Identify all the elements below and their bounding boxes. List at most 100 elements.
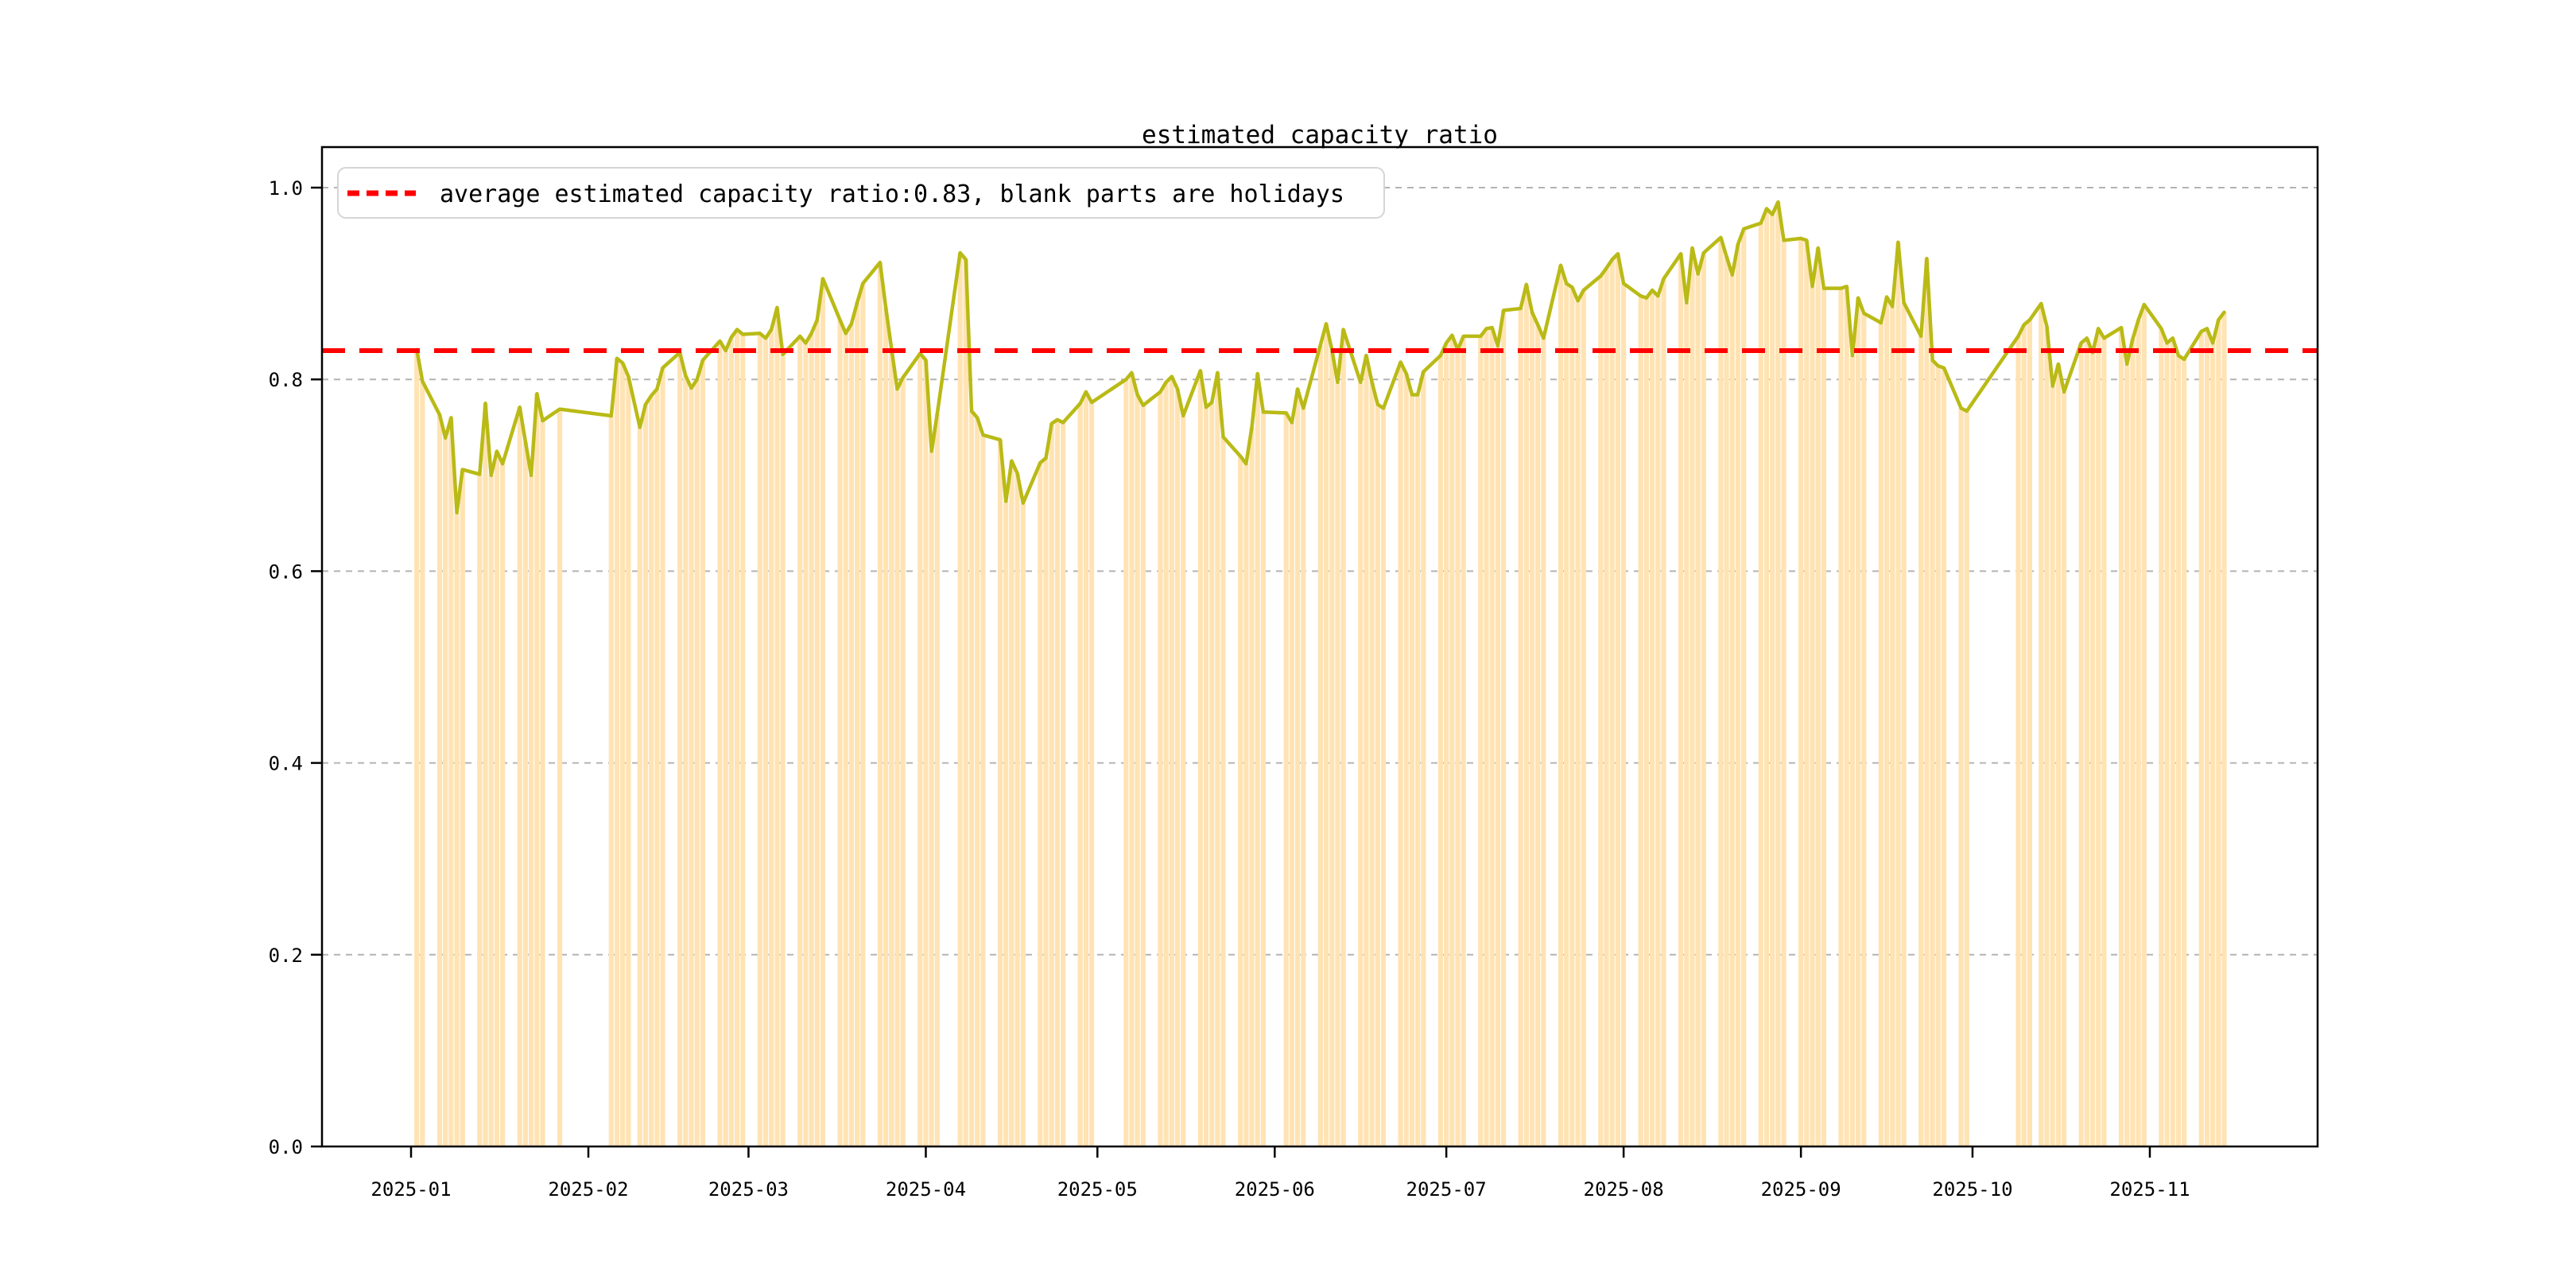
bar	[1484, 328, 1489, 1146]
bar	[975, 417, 980, 1146]
y-tick-label: 1.0	[269, 177, 303, 200]
bar	[1604, 268, 1609, 1146]
bar	[1815, 247, 1821, 1147]
bar	[1958, 408, 1964, 1146]
bar	[1260, 412, 1266, 1146]
bar	[660, 367, 665, 1147]
bar	[700, 360, 705, 1147]
bar	[1358, 382, 1364, 1146]
bar	[1294, 389, 1301, 1146]
bar	[1763, 208, 1770, 1146]
bar	[1930, 360, 1935, 1147]
bar	[2027, 320, 2032, 1147]
bar	[1478, 336, 1484, 1146]
bar	[717, 340, 723, 1147]
bar	[728, 337, 734, 1146]
bar	[889, 348, 894, 1146]
bar	[1895, 242, 1901, 1146]
bar	[1203, 407, 1209, 1146]
bar	[894, 389, 900, 1146]
bar	[414, 349, 420, 1146]
bar	[780, 354, 786, 1147]
bar	[2221, 312, 2227, 1146]
bar	[2170, 338, 2175, 1147]
bar	[1249, 427, 1255, 1146]
bar	[2130, 339, 2136, 1146]
bar	[1003, 501, 1009, 1146]
bar	[540, 421, 545, 1146]
bar	[2015, 336, 2021, 1146]
bar	[517, 407, 522, 1146]
bar	[1061, 422, 1066, 1146]
gridlines-layer	[322, 187, 2318, 956]
bar	[723, 351, 728, 1146]
bar	[814, 320, 820, 1147]
bar	[1020, 502, 1026, 1146]
bar	[1770, 214, 1775, 1146]
line-layer	[414, 200, 2226, 515]
axes-layer: 2025-01 2025-02 2025-03 2025-04 2025-05 2025-…	[269, 145, 2319, 1201]
bar	[2050, 386, 2055, 1146]
bar	[1781, 240, 1787, 1147]
bar	[2124, 363, 2130, 1146]
bar	[2055, 363, 2061, 1146]
bar	[934, 413, 940, 1146]
bar	[1398, 362, 1403, 1146]
bar	[757, 333, 762, 1146]
bar	[1197, 370, 1203, 1147]
bar	[1014, 473, 1020, 1146]
legend-label: average estimated capacity ratio:0.83, b…	[440, 180, 1344, 208]
bar	[1255, 373, 1260, 1147]
bar	[1289, 422, 1294, 1146]
bar	[1941, 367, 1947, 1147]
bar	[803, 343, 809, 1146]
bar	[1701, 253, 1706, 1146]
bar	[2078, 343, 2084, 1146]
bar	[2175, 355, 2182, 1146]
bar	[1335, 382, 1340, 1146]
bar	[460, 469, 465, 1146]
bar	[534, 394, 540, 1146]
bar	[734, 329, 740, 1146]
bar	[494, 451, 500, 1146]
bar	[1695, 274, 1701, 1146]
bar	[477, 474, 483, 1146]
bar	[1123, 379, 1129, 1146]
bar	[1724, 256, 1729, 1147]
bar	[1569, 287, 1575, 1146]
bar	[1455, 349, 1461, 1146]
bar	[1535, 324, 1541, 1147]
y-tick-label: 0.0	[269, 1136, 303, 1158]
bar	[1621, 283, 1627, 1147]
bar	[2164, 343, 2170, 1146]
bar	[2096, 328, 2101, 1146]
bar	[1735, 244, 1741, 1146]
bar	[620, 363, 626, 1146]
bar	[1317, 344, 1323, 1146]
bar	[877, 262, 883, 1146]
bar	[1340, 329, 1346, 1146]
bar	[1741, 228, 1747, 1146]
x-tick-label: 2025-05	[1057, 1178, 1138, 1201]
bar	[1243, 464, 1249, 1146]
x-tick-label: 2025-10	[1932, 1178, 2012, 1201]
bar	[1437, 355, 1444, 1146]
bar	[1655, 296, 1661, 1146]
bar	[522, 441, 528, 1146]
bar	[1775, 202, 1781, 1147]
bar	[1238, 456, 1243, 1146]
bar	[2216, 320, 2221, 1147]
bar	[1575, 301, 1581, 1146]
bar	[1209, 402, 1215, 1146]
bar	[1163, 382, 1169, 1146]
bar	[2136, 320, 2141, 1147]
y-tick-label: 0.4	[269, 753, 303, 775]
bar	[1615, 254, 1621, 1147]
y-tick-label: 0.8	[269, 369, 303, 391]
bar	[642, 404, 649, 1146]
x-tick-label: 2025-02	[548, 1178, 628, 1201]
bar	[1964, 411, 1969, 1146]
bar	[1838, 288, 1844, 1146]
